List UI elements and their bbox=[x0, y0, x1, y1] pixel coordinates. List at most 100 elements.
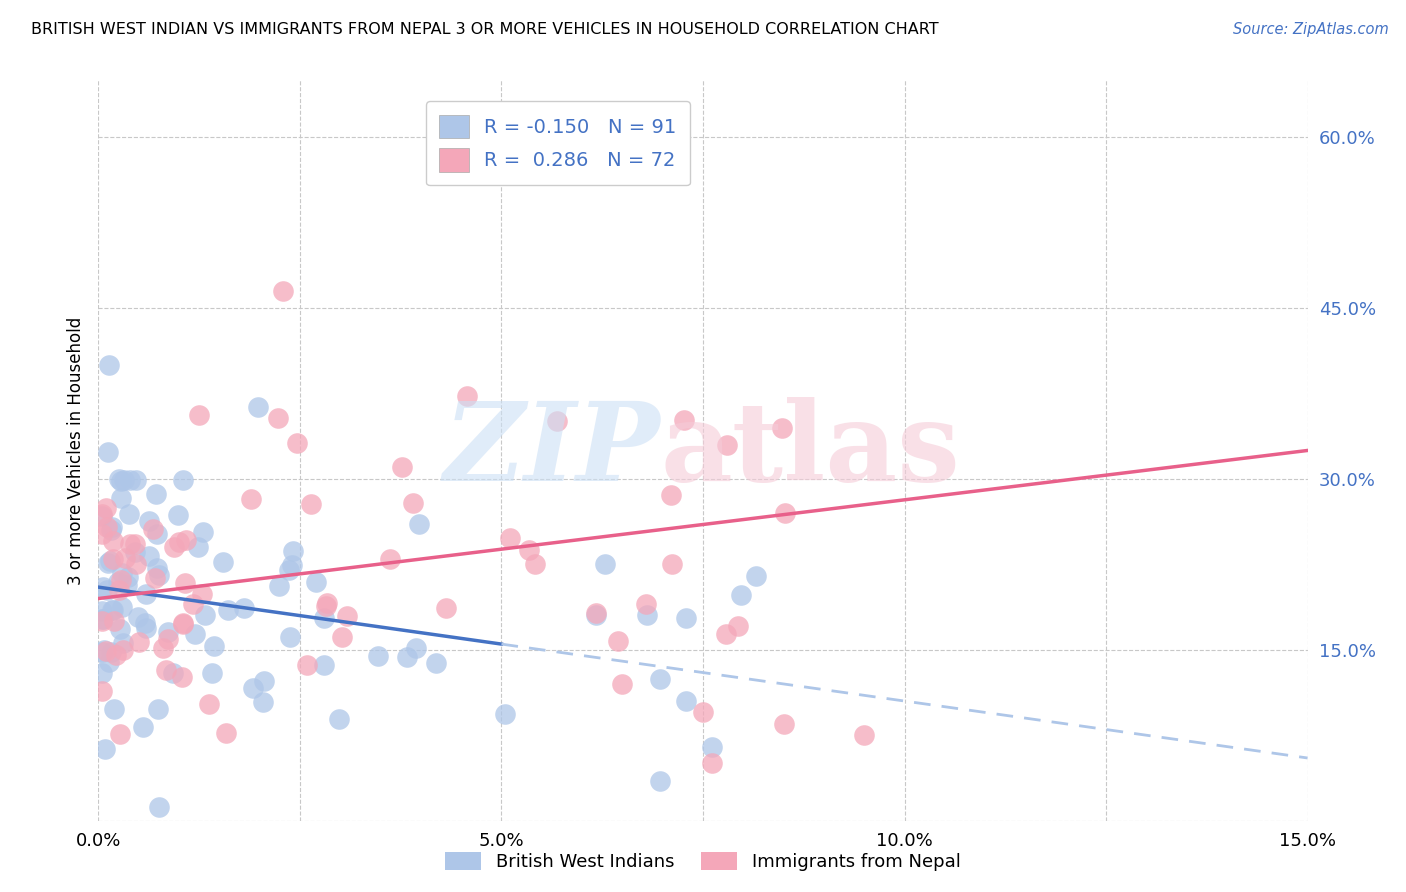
Point bbox=[198, 698, 221, 712]
Point bbox=[94, 742, 117, 756]
Point bbox=[108, 582, 131, 597]
Point bbox=[391, 460, 413, 475]
Point bbox=[773, 507, 796, 521]
Point bbox=[425, 657, 447, 671]
Point bbox=[104, 648, 127, 662]
Point bbox=[97, 445, 120, 459]
Point bbox=[173, 617, 195, 632]
Point bbox=[96, 643, 118, 657]
Point bbox=[524, 557, 547, 571]
Point bbox=[517, 543, 540, 558]
Point bbox=[278, 563, 301, 577]
Point bbox=[100, 554, 122, 568]
Point bbox=[111, 566, 134, 581]
Point bbox=[659, 488, 682, 502]
Point bbox=[335, 609, 357, 624]
Point bbox=[593, 557, 616, 571]
Point bbox=[456, 389, 478, 403]
Point bbox=[242, 681, 264, 695]
Point bbox=[730, 588, 752, 602]
Point bbox=[112, 474, 135, 488]
Point bbox=[299, 498, 322, 512]
Point bbox=[672, 413, 695, 427]
Point bbox=[91, 666, 114, 681]
Point bbox=[120, 473, 142, 487]
Point bbox=[146, 561, 169, 575]
Point bbox=[91, 645, 114, 659]
Point bbox=[124, 545, 146, 559]
Point bbox=[91, 527, 114, 541]
Point bbox=[252, 695, 274, 709]
Point bbox=[110, 727, 132, 741]
Point bbox=[110, 474, 132, 488]
Point bbox=[194, 608, 217, 623]
Point bbox=[217, 603, 239, 617]
Point bbox=[232, 601, 254, 615]
Point bbox=[91, 684, 114, 698]
Point bbox=[405, 641, 427, 656]
Point bbox=[101, 520, 124, 534]
Point bbox=[101, 602, 124, 616]
Point bbox=[183, 627, 205, 641]
Point bbox=[281, 544, 304, 558]
Point bbox=[727, 618, 749, 632]
Point bbox=[148, 568, 170, 582]
Point bbox=[305, 574, 328, 589]
Text: BRITISH WEST INDIAN VS IMMIGRANTS FROM NEPAL 3 OR MORE VEHICLES IN HOUSEHOLD COR: BRITISH WEST INDIAN VS IMMIGRANTS FROM N… bbox=[31, 22, 939, 37]
Point bbox=[181, 598, 204, 612]
Point bbox=[131, 720, 153, 734]
Point bbox=[636, 597, 658, 611]
Point bbox=[138, 549, 160, 564]
Point bbox=[143, 571, 166, 585]
Point bbox=[97, 557, 120, 571]
Point bbox=[650, 774, 672, 789]
Point bbox=[494, 706, 516, 721]
Point bbox=[108, 472, 131, 486]
Point bbox=[280, 558, 302, 573]
Point bbox=[128, 635, 150, 649]
Point bbox=[145, 487, 167, 501]
Point bbox=[162, 540, 184, 554]
Point bbox=[267, 410, 290, 425]
Point bbox=[134, 615, 156, 630]
Point bbox=[114, 550, 136, 565]
Legend: British West Indians, Immigrants from Nepal: British West Indians, Immigrants from Ne… bbox=[439, 845, 967, 879]
Point bbox=[120, 537, 142, 551]
Point bbox=[115, 578, 138, 592]
Point bbox=[269, 579, 291, 593]
Point bbox=[172, 616, 194, 631]
Point bbox=[702, 756, 724, 770]
Point bbox=[585, 606, 607, 620]
Point bbox=[402, 495, 425, 509]
Point bbox=[125, 474, 148, 488]
Point bbox=[117, 570, 139, 584]
Point bbox=[135, 586, 157, 600]
Point bbox=[174, 533, 197, 547]
Point bbox=[692, 706, 714, 720]
Point bbox=[100, 523, 122, 537]
Point bbox=[714, 627, 737, 641]
Point bbox=[91, 507, 114, 521]
Point bbox=[162, 665, 184, 680]
Point bbox=[100, 645, 122, 659]
Point bbox=[170, 670, 193, 684]
Point bbox=[91, 612, 114, 626]
Point bbox=[146, 527, 169, 541]
Point bbox=[91, 615, 114, 629]
Point bbox=[330, 630, 353, 644]
Point bbox=[408, 516, 430, 531]
Point bbox=[295, 658, 318, 673]
Point bbox=[585, 608, 607, 623]
Point bbox=[716, 438, 738, 452]
Point bbox=[118, 507, 141, 521]
Point bbox=[378, 552, 401, 566]
Point bbox=[278, 630, 301, 644]
Point bbox=[135, 621, 157, 635]
Point bbox=[107, 574, 129, 589]
Point bbox=[173, 576, 195, 591]
Point bbox=[285, 436, 308, 450]
Point bbox=[111, 600, 134, 615]
Point bbox=[246, 401, 269, 415]
Point bbox=[91, 613, 114, 627]
Point bbox=[91, 508, 114, 523]
